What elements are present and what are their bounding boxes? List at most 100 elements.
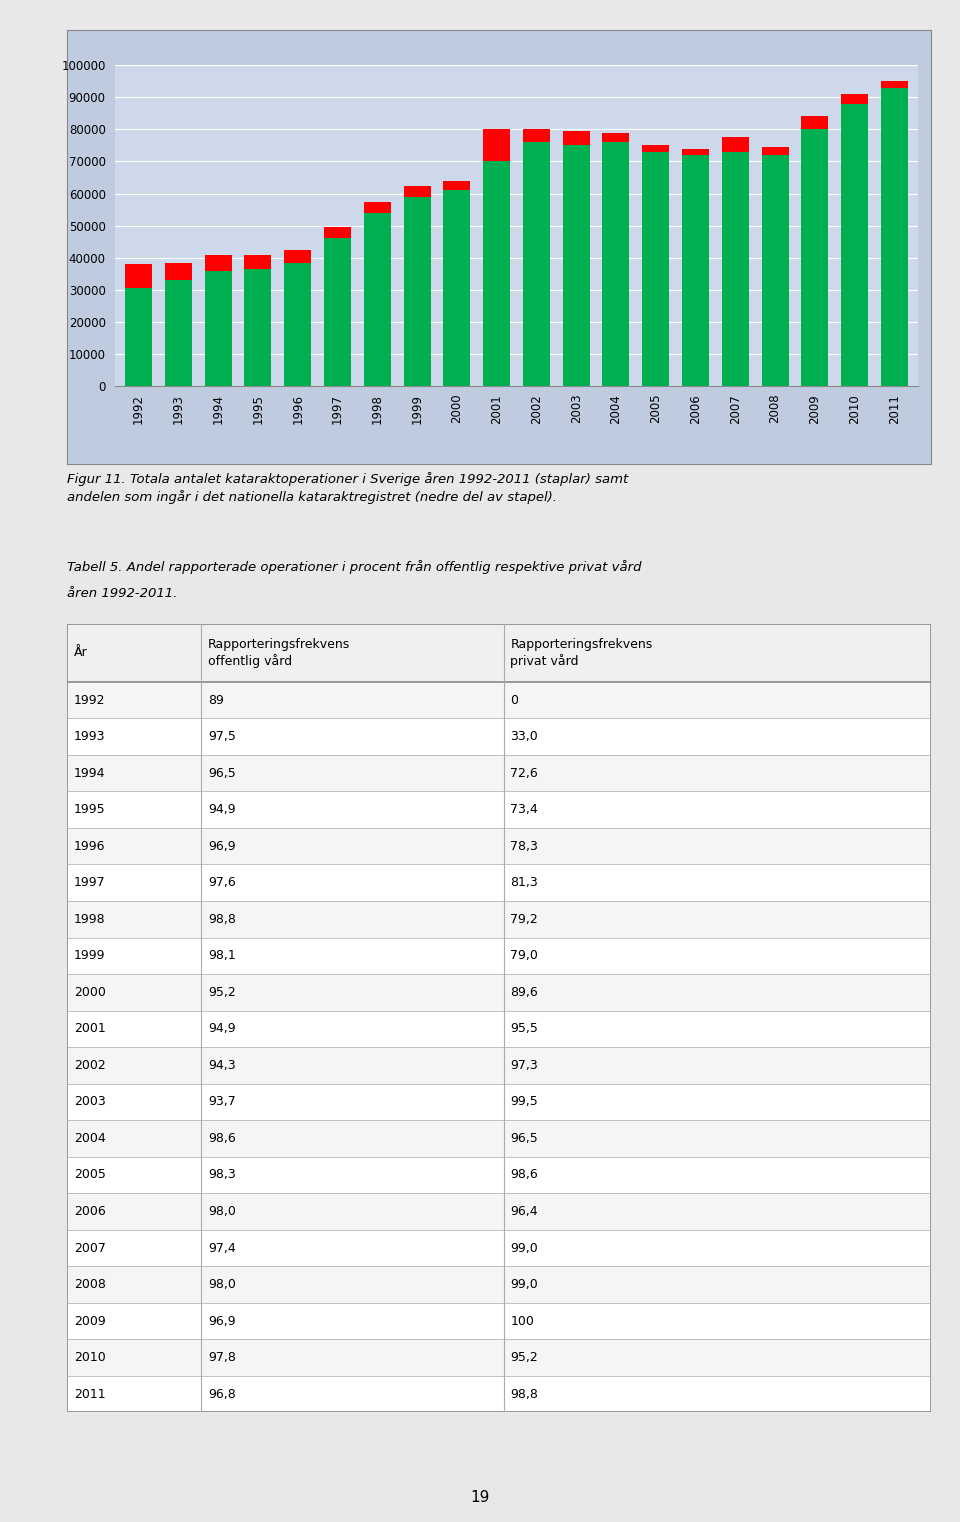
Bar — [204, 254, 231, 271]
Text: 96,5: 96,5 — [208, 767, 236, 779]
Bar — [67, 682, 931, 718]
Bar — [603, 132, 630, 142]
Bar — [67, 624, 931, 682]
Text: Rapporteringsfrekvens
offentlig vård: Rapporteringsfrekvens offentlig vård — [208, 638, 350, 668]
Text: 19: 19 — [470, 1490, 490, 1505]
Text: Tabell 5. Andel rapporterade operationer i procent från offentlig respektive pri: Tabell 5. Andel rapporterade operationer… — [67, 560, 641, 574]
Text: 99,5: 99,5 — [511, 1096, 539, 1108]
Text: 2011: 2011 — [74, 1388, 106, 1400]
Text: 98,8: 98,8 — [511, 1388, 539, 1400]
Text: 97,3: 97,3 — [511, 1059, 539, 1071]
Bar — [67, 974, 931, 1011]
Text: 2001: 2001 — [74, 1023, 106, 1035]
Text: 89: 89 — [208, 694, 224, 706]
Bar — [483, 161, 510, 387]
Text: 78,3: 78,3 — [511, 840, 539, 852]
Bar — [403, 186, 430, 196]
Bar — [403, 196, 430, 387]
Text: Figur 11. Totala antalet kataraktoperationer i Sverige åren 1992-2011 (staplar) : Figur 11. Totala antalet kataraktoperati… — [67, 472, 629, 504]
Bar — [761, 148, 788, 155]
Text: 33,0: 33,0 — [511, 731, 539, 743]
Text: 98,6: 98,6 — [208, 1132, 236, 1145]
Bar — [67, 901, 931, 938]
Text: 2008: 2008 — [74, 1278, 106, 1291]
Bar — [284, 250, 311, 263]
Text: 79,2: 79,2 — [511, 913, 539, 925]
Bar — [67, 1266, 931, 1303]
Text: 2006: 2006 — [74, 1205, 106, 1218]
Bar — [165, 263, 192, 280]
Text: 2004: 2004 — [74, 1132, 106, 1145]
Text: 1995: 1995 — [74, 804, 106, 816]
Bar — [841, 103, 868, 387]
Text: 94,9: 94,9 — [208, 1023, 235, 1035]
Text: 1992: 1992 — [74, 694, 106, 706]
Bar — [802, 117, 828, 129]
Text: 97,4: 97,4 — [208, 1242, 236, 1254]
Bar — [682, 155, 709, 387]
Bar — [245, 269, 272, 387]
Text: 93,7: 93,7 — [208, 1096, 236, 1108]
Bar — [67, 1303, 931, 1339]
Text: Rapporteringsfrekvens
privat vård: Rapporteringsfrekvens privat vård — [511, 638, 653, 668]
Text: 98,1: 98,1 — [208, 950, 236, 962]
Text: 1994: 1994 — [74, 767, 106, 779]
Text: 81,3: 81,3 — [511, 877, 539, 889]
Bar — [841, 94, 868, 103]
Bar — [67, 1230, 931, 1266]
Bar — [67, 938, 931, 974]
Bar — [67, 791, 931, 828]
Text: 2007: 2007 — [74, 1242, 106, 1254]
Text: 73,4: 73,4 — [511, 804, 539, 816]
Bar — [204, 271, 231, 387]
Text: 95,2: 95,2 — [208, 986, 236, 998]
Text: 1993: 1993 — [74, 731, 106, 743]
Bar — [67, 1084, 931, 1120]
Text: 98,0: 98,0 — [208, 1278, 236, 1291]
Text: 0: 0 — [511, 694, 518, 706]
Bar — [67, 1376, 931, 1412]
Text: åren 1992-2011.: åren 1992-2011. — [67, 587, 178, 601]
Bar — [523, 142, 550, 387]
Text: År: År — [74, 647, 88, 659]
Bar — [603, 142, 630, 387]
Bar — [483, 129, 510, 161]
Bar — [245, 254, 272, 269]
Bar — [324, 227, 351, 239]
Text: 95,2: 95,2 — [511, 1352, 539, 1364]
Text: 100: 100 — [511, 1315, 535, 1327]
Text: 72,6: 72,6 — [511, 767, 539, 779]
Bar — [67, 828, 931, 864]
Bar — [67, 1011, 931, 1047]
Bar — [563, 131, 589, 146]
Bar — [67, 864, 931, 901]
Bar — [881, 81, 908, 88]
Text: 98,0: 98,0 — [208, 1205, 236, 1218]
Bar — [881, 88, 908, 387]
Bar — [67, 1157, 931, 1193]
Text: 99,0: 99,0 — [511, 1278, 539, 1291]
Bar — [125, 265, 152, 288]
Bar — [364, 201, 391, 213]
Text: 98,6: 98,6 — [511, 1169, 539, 1181]
Text: 96,9: 96,9 — [208, 1315, 235, 1327]
Text: 96,5: 96,5 — [511, 1132, 539, 1145]
Text: 98,3: 98,3 — [208, 1169, 236, 1181]
Bar — [67, 755, 931, 791]
Text: 96,8: 96,8 — [208, 1388, 236, 1400]
Text: 2009: 2009 — [74, 1315, 106, 1327]
Text: 1998: 1998 — [74, 913, 106, 925]
Bar — [523, 129, 550, 142]
Text: 99,0: 99,0 — [511, 1242, 539, 1254]
Bar — [563, 146, 589, 387]
Text: 94,3: 94,3 — [208, 1059, 235, 1071]
Bar — [802, 129, 828, 387]
Bar — [761, 155, 788, 387]
Bar — [165, 280, 192, 387]
Bar — [67, 1193, 931, 1230]
Bar — [67, 1047, 931, 1084]
Bar — [642, 152, 669, 387]
Text: 1996: 1996 — [74, 840, 106, 852]
Bar — [324, 239, 351, 387]
Text: 89,6: 89,6 — [511, 986, 539, 998]
